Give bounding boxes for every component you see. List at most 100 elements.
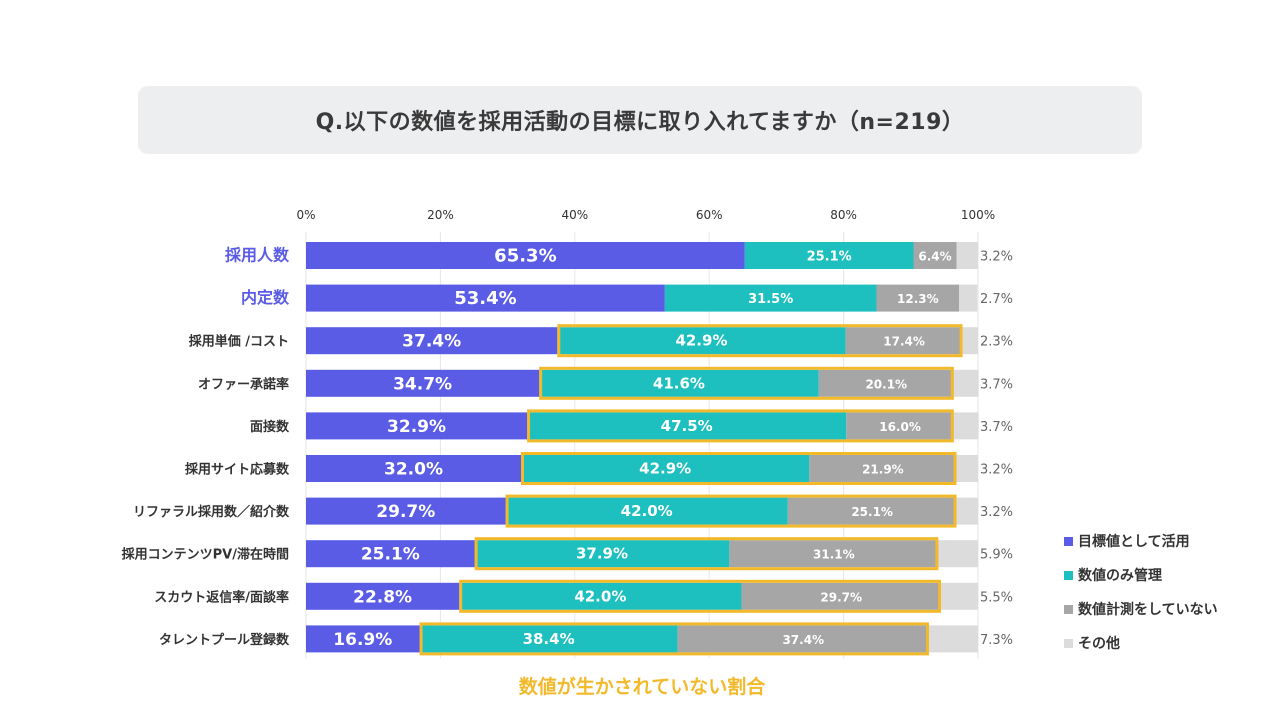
bar-segment	[962, 327, 978, 355]
data-label: 32.9%	[387, 417, 446, 437]
highlight-outline	[557, 324, 963, 358]
category-label: リファラル採用数／紹介数	[133, 504, 290, 520]
bar-segment	[474, 540, 730, 568]
data-label: 42.0%	[574, 587, 626, 605]
data-label: 47.5%	[661, 417, 713, 435]
data-label: 3.2%	[980, 463, 1013, 478]
data-label: 3.7%	[980, 420, 1013, 435]
bar-segment	[306, 242, 745, 269]
bar-segment	[956, 455, 978, 482]
data-label: 2.7%	[980, 292, 1013, 307]
chart-title: Q.以下の数値を採用活動の目標に取り入れてますか（n=219）	[315, 110, 965, 135]
bar-segment	[941, 582, 978, 610]
data-label: 38.4%	[523, 630, 575, 648]
category-label: タレントプール登録数	[159, 632, 290, 648]
bar-segment	[953, 369, 979, 397]
highlight-note: 数値が生かされていない割合	[518, 676, 766, 698]
bar-segment	[459, 582, 742, 610]
x-tick-label: 0%	[296, 208, 315, 222]
bar-segment	[664, 284, 877, 312]
highlight-outline	[474, 537, 939, 571]
data-label: 42.9%	[675, 332, 727, 350]
bar-segment	[729, 540, 939, 568]
data-label: 5.9%	[980, 548, 1013, 563]
data-label: 12.3%	[897, 292, 939, 306]
category-label: 採用コンテンツPV/滞在時間	[122, 547, 289, 563]
data-label: 22.8%	[353, 587, 412, 607]
data-label: 3.2%	[980, 505, 1013, 520]
highlight-outline	[539, 366, 954, 400]
data-label: 34.7%	[393, 374, 452, 394]
bar-segment	[677, 625, 929, 653]
legend-item: 目標値として活用	[1064, 524, 1218, 558]
data-label: 16.0%	[879, 420, 921, 434]
bar-segment	[306, 455, 522, 482]
data-label: 3.2%	[980, 250, 1013, 265]
data-label: 31.5%	[748, 292, 793, 307]
category-label: 採用単価 /コスト	[189, 334, 289, 350]
data-label: 31.1%	[813, 548, 855, 562]
bar-segment	[956, 242, 978, 269]
legend-label: 数値計測をしていない	[1078, 602, 1218, 618]
bar-segment	[953, 412, 979, 440]
bar-segment	[845, 327, 963, 355]
bar-segment	[521, 455, 810, 482]
data-label: 3.7%	[980, 377, 1013, 392]
data-label: 2.3%	[980, 335, 1013, 350]
data-label: 17.4%	[883, 335, 925, 349]
legend-item: 数値計測をしていない	[1064, 592, 1218, 626]
bar-segment	[928, 625, 978, 653]
highlight-outline	[521, 452, 957, 485]
data-label: 16.9%	[333, 630, 392, 650]
x-tick-label: 20%	[427, 208, 454, 222]
bar-segment	[306, 625, 420, 653]
data-label: 25.1%	[851, 505, 893, 519]
x-tick-label: 100%	[961, 208, 995, 222]
highlight-outline	[419, 622, 929, 656]
bar-segment	[306, 582, 460, 610]
legend: 目標値として活用 数値のみ管理 数値計測をしていない その他	[1064, 524, 1218, 660]
data-label: 37.4%	[402, 332, 461, 352]
legend-label: 目標値として活用	[1078, 534, 1190, 550]
data-label: 37.4%	[782, 633, 824, 647]
category-label: 採用サイト応募数	[185, 462, 290, 478]
legend-item: その他	[1064, 626, 1218, 660]
x-tick-label: 60%	[696, 208, 723, 222]
bar-segment	[306, 369, 540, 397]
legend-item: 数値のみ管理	[1064, 558, 1218, 592]
bar-segment	[306, 412, 528, 440]
category-label: 採用人数	[225, 246, 290, 265]
bar-segment	[306, 540, 475, 568]
bar-segment	[557, 327, 846, 355]
data-label: 29.7%	[820, 590, 862, 604]
highlight-outline	[459, 579, 942, 613]
highlight-outline	[527, 409, 954, 443]
bar-segment	[306, 284, 665, 312]
legend-label: その他	[1078, 636, 1120, 652]
bar-segment	[539, 369, 819, 397]
bar-segment	[527, 412, 847, 440]
data-label: 42.0%	[621, 502, 673, 520]
bar-segment	[846, 412, 954, 440]
highlight-outline	[505, 494, 957, 528]
data-label: 25.1%	[807, 250, 852, 265]
legend-swatch	[1064, 536, 1073, 546]
data-label: 25.1%	[361, 545, 420, 565]
data-label: 42.9%	[639, 460, 691, 478]
category-label: スカウト返信率/面談率	[154, 589, 289, 605]
bar-segment	[956, 497, 978, 525]
data-label: 65.3%	[494, 246, 556, 267]
bar-segment	[818, 369, 954, 397]
x-tick-label: 80%	[830, 208, 857, 222]
title-banner: Q.以下の数値を採用活動の目標に取り入れてますか（n=219）	[138, 86, 1142, 154]
data-label: 20.1%	[865, 377, 907, 391]
legend-swatch	[1064, 570, 1073, 580]
legend-label: 数値のみ管理	[1078, 568, 1162, 584]
data-label: 6.4%	[918, 250, 951, 264]
bar-segment	[938, 540, 978, 568]
data-label: 21.9%	[862, 463, 904, 477]
data-label: 53.4%	[454, 288, 516, 309]
bar-segment	[913, 242, 957, 269]
data-label: 41.6%	[653, 374, 705, 392]
